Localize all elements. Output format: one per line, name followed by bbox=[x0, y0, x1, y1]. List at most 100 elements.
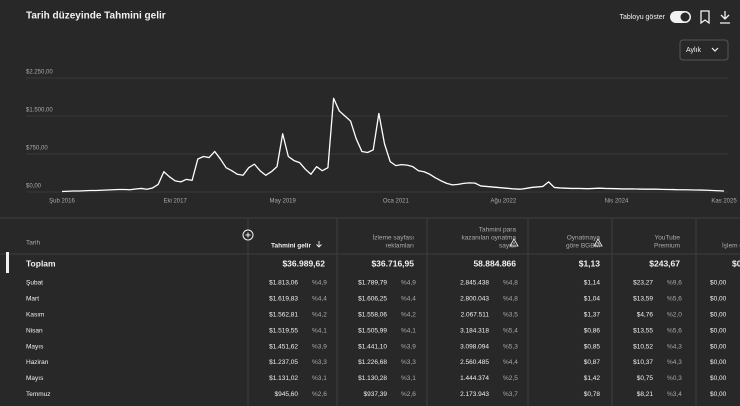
cell-share: %5,6 bbox=[667, 327, 682, 334]
cell-value: 1.444.374 bbox=[460, 375, 489, 382]
cell-share: %5,3 bbox=[503, 343, 518, 350]
page-title: Tarih düzeyinde Tahmini gelir bbox=[26, 11, 166, 22]
cell-value: $1.606,25 bbox=[358, 296, 387, 303]
bookmark-icon[interactable] bbox=[700, 10, 710, 25]
cell-value: $1.562,81 bbox=[269, 312, 298, 319]
x-tick-label: Kas 2025 bbox=[711, 199, 737, 205]
cell-value: $10,37 bbox=[633, 359, 653, 366]
cell-value: $0,86 bbox=[584, 327, 601, 334]
cell-value: 2.845.438 bbox=[460, 280, 489, 287]
cell-value: $945,60 bbox=[275, 391, 299, 398]
cell-share: %4,3 bbox=[667, 359, 682, 366]
cell-value: 3.098.094 bbox=[460, 343, 489, 350]
cell-value: 2.067.511 bbox=[461, 312, 490, 319]
cell-value: 2.173.943 bbox=[460, 391, 489, 398]
cell-value: $0,78 bbox=[584, 391, 601, 398]
cell-share: %3,5 bbox=[503, 312, 518, 319]
y-tick-label: $750,00 bbox=[26, 146, 48, 152]
column-header: kazanılan oynatma bbox=[461, 235, 516, 242]
total-cell: $1,13 bbox=[579, 258, 601, 268]
cell-value: $13,55 bbox=[633, 327, 653, 334]
column-header: sayısı bbox=[499, 243, 516, 250]
cell-value: $1.131,02 bbox=[269, 375, 298, 382]
row-label: Kasım bbox=[26, 312, 44, 319]
x-tick-label: Eki 2017 bbox=[163, 199, 187, 205]
cell-share: %3,3 bbox=[401, 359, 416, 366]
y-tick-label: $0,00 bbox=[26, 184, 42, 190]
row-label: Temmuz bbox=[26, 391, 51, 398]
column-header: reklamları bbox=[385, 243, 414, 250]
cell-share: %5,4 bbox=[503, 327, 518, 334]
column-header: Tahmini para bbox=[479, 227, 517, 234]
cell-value: $1.619,83 bbox=[269, 296, 298, 303]
cell-share: %4,4 bbox=[503, 359, 518, 366]
cell-share: %2,0 bbox=[667, 312, 682, 319]
cell-share: %4,9 bbox=[312, 280, 327, 287]
cell-share: %4,9 bbox=[401, 280, 416, 287]
cell-share: %3,4 bbox=[667, 391, 682, 398]
cell-share: %3,1 bbox=[401, 375, 416, 382]
column-header: Premium bbox=[654, 243, 680, 250]
cell-share: %5,6 bbox=[667, 296, 682, 303]
cell-share: %4,2 bbox=[312, 312, 327, 319]
cell-value: $0,00 bbox=[710, 312, 727, 319]
cell-value: $1,42 bbox=[584, 375, 601, 382]
cell-share: %3,7 bbox=[503, 391, 518, 398]
cell-value: $13,59 bbox=[633, 296, 653, 303]
download-icon[interactable] bbox=[720, 11, 730, 24]
row-label: Şubat bbox=[26, 280, 43, 287]
toggle-knob[interactable] bbox=[680, 12, 690, 22]
sort-arrow bbox=[316, 241, 322, 248]
cell-share: %3,9 bbox=[401, 343, 416, 350]
cell-value: $1.558,06 bbox=[358, 312, 387, 319]
total-cell: 58.884.866 bbox=[473, 258, 516, 268]
cell-share: %2,6 bbox=[401, 391, 416, 398]
cell-value: $1.237,05 bbox=[269, 359, 298, 366]
cell-share: %2,6 bbox=[312, 391, 327, 398]
cell-share: %2,5 bbox=[503, 375, 518, 382]
cell-value: $0,87 bbox=[584, 359, 601, 366]
toggle[interactable] bbox=[670, 11, 691, 23]
chart: $0,00 $750,00 $1.500,00 $2.250,00 Şub 2016 Ek… bbox=[26, 70, 737, 205]
cell-value: $1.441,10 bbox=[358, 343, 387, 350]
cell-share: %4,4 bbox=[312, 296, 327, 303]
cell-value: $1.813,06 bbox=[269, 280, 298, 287]
revenue-line bbox=[61, 97, 725, 193]
add-column-plus bbox=[245, 232, 251, 238]
x-tick-label: Oca 2021 bbox=[383, 199, 410, 205]
dropdown-label[interactable]: Aylık bbox=[686, 47, 702, 54]
dropdown-box[interactable] bbox=[679, 39, 729, 61]
cell-value: $1.130,28 bbox=[358, 375, 387, 382]
warning-icon bbox=[509, 238, 519, 247]
column-header: Oynatmaya bbox=[567, 235, 601, 242]
column-header: YouTube bbox=[654, 235, 680, 242]
cell-share: %4,3 bbox=[667, 343, 682, 350]
row-label: Haziran bbox=[26, 359, 49, 366]
cell-share: %3,9 bbox=[312, 343, 327, 350]
cell-value: $8,21 bbox=[637, 391, 654, 398]
cell-value: $10,52 bbox=[633, 343, 653, 350]
cell-share: %3,1 bbox=[312, 375, 327, 382]
total-marker bbox=[6, 252, 9, 273]
cell-value: 2.800.043 bbox=[460, 296, 489, 303]
cell-share: %4,2 bbox=[401, 312, 416, 319]
x-tick-label: Şub 2016 bbox=[49, 199, 75, 205]
cell-share: %3,3 bbox=[312, 359, 327, 366]
column-header: Tahmini gelir bbox=[271, 243, 311, 250]
column-header: İşlem g bbox=[722, 241, 740, 250]
cell-share: %4,1 bbox=[312, 327, 327, 334]
total-cell: $243,67 bbox=[649, 258, 680, 268]
dropdown-caret[interactable] bbox=[711, 47, 719, 52]
cell-value: $0,00 bbox=[710, 391, 727, 398]
row-label: Nisan bbox=[26, 327, 43, 334]
y-tick-label: $1.500,00 bbox=[26, 108, 53, 114]
toggle-label: Tabloyu göster bbox=[619, 14, 665, 21]
row-label: Mayıs bbox=[26, 343, 44, 350]
period-dropdown[interactable]: Aylık bbox=[679, 39, 729, 61]
total-label: Toplam bbox=[26, 258, 56, 268]
cell-share: %4,8 bbox=[503, 280, 518, 287]
cell-value: $1.519,55 bbox=[269, 327, 298, 334]
row-label: Mart bbox=[26, 296, 39, 303]
cell-value: $0,00 bbox=[710, 296, 727, 303]
